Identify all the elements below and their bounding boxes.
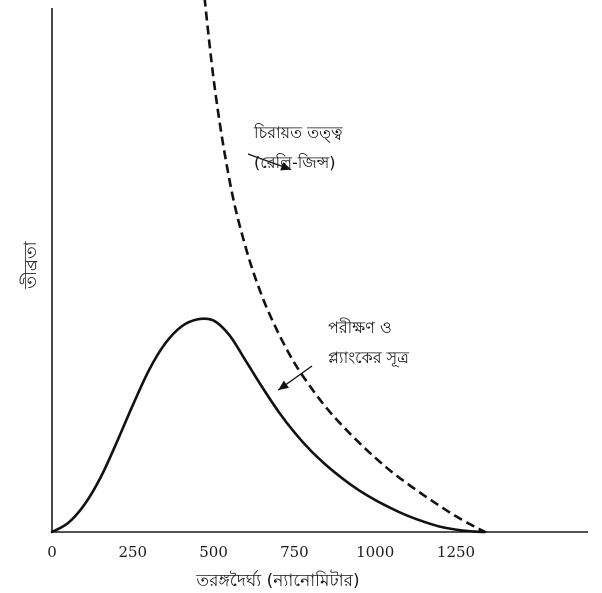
x-tick-label: 1250 (437, 543, 475, 561)
annotation-arrowhead (278, 380, 289, 391)
curves (50, 0, 487, 534)
annotations: চিরায়ত তত্ত্ব (রেলি-জিন্স) পরীক্ষণ ও প্ল্য… (247, 123, 409, 391)
x-tick-label: 250 (118, 543, 147, 561)
x-tick-label: 500 (199, 543, 228, 561)
x-tick-label: 0 (47, 543, 57, 561)
annotation-label: পরীক্ষণ ও (328, 318, 392, 337)
annotation-label: চিরায়ত তত্ত্ব (253, 123, 343, 143)
annotation-label: প্ল্যাংকের সূত্র (328, 348, 409, 368)
x-ticks: 0 250 500 750 1000 1250 (47, 543, 475, 561)
y-axis-title: তীব্রতা (20, 240, 41, 289)
x-tick-label: 1000 (356, 543, 394, 561)
axes (51, 8, 588, 533)
annotation-label: (রেলি-জিন্স) (254, 153, 336, 172)
x-axis-title: তরঙ্গদৈর্ঘ্য (ন্যানোমিটার) (195, 570, 359, 591)
x-tick-label: 750 (280, 543, 309, 561)
rayleigh-jeans-curve (203, 0, 486, 534)
planck-curve (50, 317, 487, 534)
annotation-arrowhead (280, 162, 292, 171)
